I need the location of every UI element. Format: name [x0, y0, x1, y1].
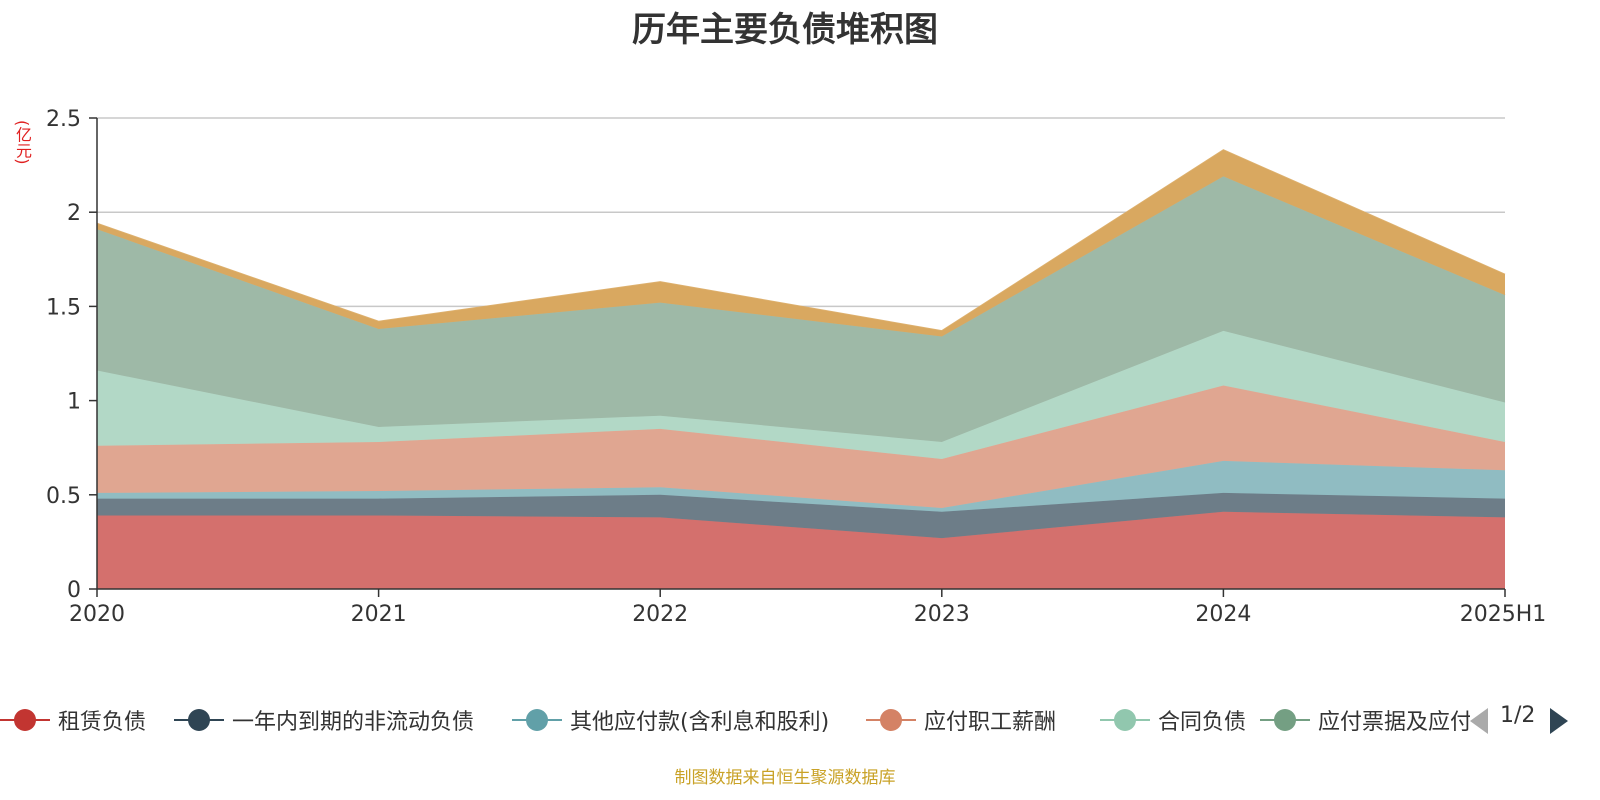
area-series-7	[97, 150, 1505, 337]
area-series-4	[97, 385, 1505, 508]
legend-next-page-icon[interactable]	[1550, 708, 1568, 734]
source-note: 制图数据来自恒生聚源数据库	[674, 768, 896, 788]
legend-label: 应付职工薪酬	[924, 710, 1057, 735]
legend-label: 租赁负债	[58, 710, 147, 735]
y-tick-label: 0	[67, 578, 81, 603]
legend-marker-icon	[0, 700, 50, 740]
x-tick-label: 2023	[914, 602, 970, 627]
area-series-2	[97, 492, 1505, 539]
y-axis-unit-label: (亿元)	[13, 120, 32, 165]
legend-marker-icon	[174, 700, 224, 740]
chart-title: 历年主要负债堆积图	[632, 10, 938, 50]
x-tick-label: 2024	[1195, 602, 1251, 627]
area-series-7-line	[96, 149, 1506, 332]
legend-item[interactable]: 一年内到期的非流动负债	[174, 700, 474, 740]
legend-item[interactable]: 应付职工薪酬	[866, 700, 1056, 740]
legend-label: 一年内到期的非流动负债	[232, 710, 475, 735]
legend-label: 其他应付款(含利息和股利)	[570, 710, 830, 735]
legend: 租赁负债 一年内到期的非流动负债 其他应付款(含利息和股利) 应付职工薪酬 合同负债 应付…	[0, 700, 1600, 740]
legend-item[interactable]: 应付票据及应付账款	[1260, 700, 1470, 740]
legend-marker-icon	[1260, 700, 1310, 740]
area-series-1	[97, 511, 1505, 589]
x-tick-label: 2020	[69, 602, 125, 627]
area-series	[96, 149, 1506, 589]
x-tick-label: 2021	[351, 602, 407, 627]
legend-item[interactable]: 合同负债	[1100, 700, 1246, 740]
legend-label: 应付票据及应付账款	[1318, 710, 1470, 735]
legend-page-indicator: 1/2	[1500, 703, 1536, 728]
legend-prev-page-icon[interactable]	[1470, 708, 1488, 734]
area-series-5	[97, 330, 1505, 459]
legend-marker-icon	[866, 700, 916, 740]
y-tick-label: 0.5	[46, 484, 81, 509]
legend-item[interactable]: 租赁负债	[0, 700, 146, 740]
legend-item[interactable]: 其他应付款(含利息和股利)	[512, 700, 829, 740]
y-tick-label: 2.5	[46, 107, 81, 132]
legend-items: 租赁负债 一年内到期的非流动负债 其他应付款(含利息和股利) 应付职工薪酬 合同负债 应付…	[0, 700, 1470, 740]
x-tick-label: 2025H1	[1460, 602, 1547, 627]
legend-label: 合同负债	[1158, 710, 1247, 735]
area-series-3	[97, 460, 1505, 512]
legend-marker-icon	[1100, 700, 1150, 740]
y-tick-label: 1.5	[46, 295, 81, 320]
y-tick-label: 1	[67, 390, 81, 415]
y-tick-label: 2	[67, 201, 81, 226]
stacked-area-chart: 0 0.5 1 1.5 2 2.5 2020 2021 2022 2023 2024 2025H1	[46, 107, 1546, 627]
area-series-6	[97, 176, 1505, 442]
axes: 0 0.5 1 1.5 2 2.5 2020 2021 2022 2023 2024 2025H1	[46, 107, 1546, 627]
legend-marker-icon	[512, 700, 562, 740]
x-tick-label: 2022	[632, 602, 688, 627]
